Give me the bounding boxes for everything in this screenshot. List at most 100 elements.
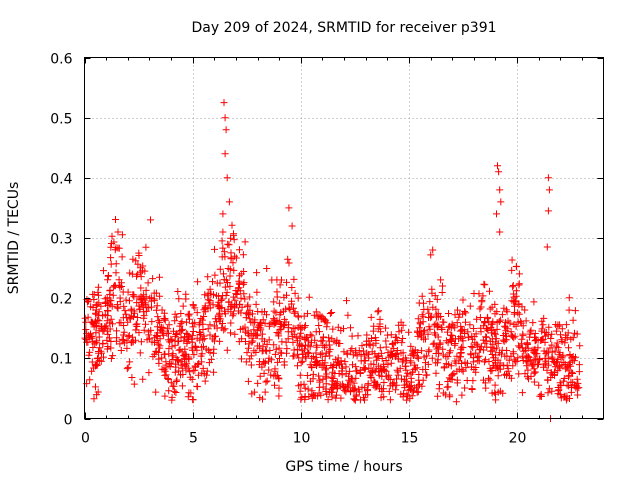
data-point [160,350,168,358]
data-point [328,335,336,343]
data-point [245,344,252,352]
data-point [172,331,180,338]
data-point [276,299,284,307]
data-point [552,327,560,335]
data-point [102,322,110,330]
data-point [185,310,193,318]
data-point [221,283,229,291]
data-point [152,388,160,396]
data-point [94,355,101,363]
data-point [469,344,477,352]
data-point [469,377,477,385]
data-point [249,337,257,345]
data-point [414,315,422,323]
data-point [445,323,453,331]
data-point [411,361,419,369]
data-point [315,322,323,329]
data-point [389,380,397,388]
data-point [178,364,186,372]
data-point [493,344,501,352]
data-point [106,334,113,342]
data-point [502,306,510,314]
data-point [141,301,149,309]
data-point [177,310,185,317]
data-point [195,360,203,367]
data-point [431,292,439,300]
data-point [527,326,535,334]
data-point [174,356,181,364]
data-point [339,380,347,388]
data-point [84,313,92,321]
data-point [189,396,197,403]
data-point [541,329,549,337]
data-point [436,340,444,348]
data-point [225,241,233,249]
data-point [544,207,552,215]
data-point [353,352,361,360]
data-point [169,350,177,358]
data-point [270,320,278,328]
data-point [333,378,341,386]
data-point [86,348,94,356]
data-point [143,336,151,344]
data-point [348,332,356,340]
data-point [494,339,502,347]
data-point [291,308,299,316]
data-point [479,292,487,300]
data-point [298,393,306,401]
data-point [453,319,461,327]
data-point [544,389,552,397]
data-point [365,340,373,348]
data-point [392,386,400,394]
data-point [244,377,252,385]
data-point [565,306,573,314]
data-point [467,351,475,359]
data-point [378,355,386,362]
data-point [117,347,125,354]
data-point [120,302,128,310]
data-point [248,338,256,346]
data-point [451,324,459,332]
data-point [238,355,245,363]
data-point [252,300,260,308]
data-point [100,267,107,275]
y-axis-label: SRMTID / TECUs [6,182,22,295]
data-point [556,321,564,329]
data-point [82,326,90,333]
data-point [356,369,364,377]
data-point [107,260,115,268]
data-point [109,291,117,299]
data-point [311,336,319,344]
data-point [295,354,303,362]
data-point [344,311,352,319]
data-point [308,332,316,340]
data-point [510,356,518,364]
data-point [219,244,227,252]
data-point [458,360,465,367]
data-point [477,324,485,332]
data-point [382,324,390,332]
y-tick-label: 0 [64,413,73,429]
data-point [316,351,324,359]
data-point [220,99,228,107]
data-point [219,292,227,300]
data-point [90,364,98,372]
data-point [551,370,558,378]
data-point [227,329,234,337]
data-point [89,320,97,328]
data-point [234,287,242,295]
data-point [206,297,214,305]
data-point [290,309,298,317]
data-point [481,339,489,347]
data-point [523,362,531,370]
data-point [282,338,290,346]
data-point [199,364,207,372]
data-point [372,353,380,361]
data-point [329,375,337,382]
data-point [104,276,112,284]
data-point [385,387,393,395]
data-point [212,318,220,326]
data-point [118,335,126,343]
data-point [156,273,163,281]
data-point [544,376,552,384]
